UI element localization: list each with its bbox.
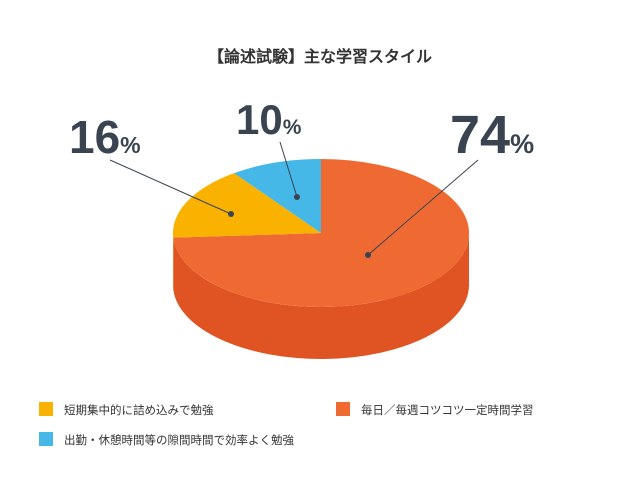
slice-side-daily-study — [173, 233, 469, 360]
leader-lines — [109, 141, 479, 258]
leader-dot-cram-study — [228, 211, 234, 217]
leader-dot-gap-time-study — [294, 194, 300, 200]
leader-dot-daily-study — [365, 252, 371, 258]
chart-title: 【論述試験】主な学習スタイル — [208, 47, 432, 66]
pie-slices — [173, 159, 469, 307]
data-label-gap-time-study: 10% — [236, 96, 302, 143]
slice-gap-time-study — [234, 159, 321, 233]
legend-item-gap-time-study: 出勤・休憩時間等の隙間時間で効率よく勉強 — [39, 432, 294, 447]
legend-label-cram-study: 短期集中的に詰め込みで勉強 — [64, 403, 214, 417]
legend-swatch-cram-study — [39, 402, 53, 416]
slice-cram-study — [173, 173, 321, 238]
leader-line-gap-time-study — [279, 141, 298, 198]
leader-line-cram-study — [109, 159, 232, 215]
legend-swatch-gap-time-study — [39, 432, 53, 446]
slice-daily-study — [173, 159, 469, 307]
legend: 短期集中的に詰め込みで勉強 毎日／毎週コツコツ一定時間学習 出勤・休憩時間等の隙… — [39, 402, 534, 447]
legend-label-gap-time-study: 出勤・休憩時間等の隙間時間で効率よく勉強 — [64, 433, 294, 447]
legend-item-cram-study: 短期集中的に詰め込みで勉強 — [39, 402, 214, 417]
leader-line-daily-study — [367, 159, 479, 256]
data-label-daily-study: 74% — [450, 105, 534, 165]
pie-sides — [173, 233, 469, 360]
legend-label-daily-study: 毎日／毎週コツコツ一定時間学習 — [361, 403, 534, 417]
legend-swatch-daily-study — [336, 402, 350, 416]
data-label-cram-study: 16% — [69, 111, 141, 163]
data-labels: 74% 16% 10% — [69, 96, 534, 165]
legend-item-daily-study: 毎日／毎週コツコツ一定時間学習 — [336, 402, 534, 417]
